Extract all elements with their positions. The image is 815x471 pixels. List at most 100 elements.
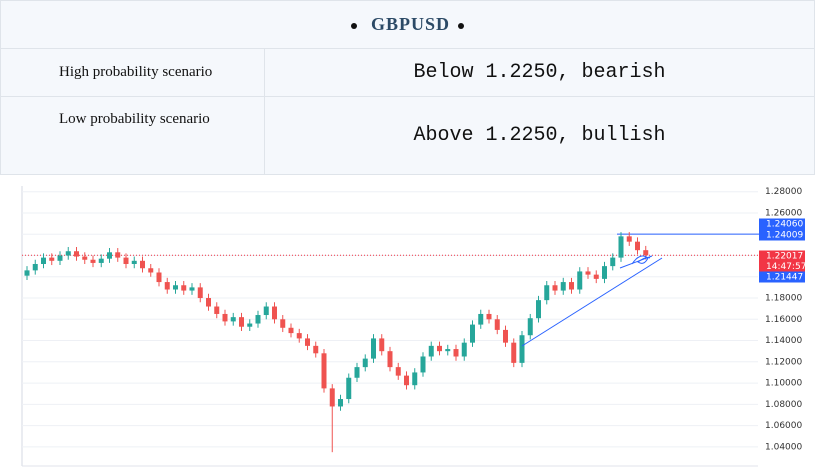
y-tick-label: 1.10000 (765, 379, 802, 389)
candle-body (272, 306, 277, 320)
y-tick-label: 1.18000 (765, 294, 802, 304)
y-tick-label: 1.08000 (765, 400, 802, 410)
title: GBPUSD (370, 14, 450, 34)
value-cell: Below 1.2250, bearish (264, 48, 815, 97)
candle-body (74, 251, 79, 257)
path-annotation (631, 255, 651, 265)
candle-body (494, 319, 500, 330)
candle-body (527, 318, 533, 336)
candle-body (156, 272, 162, 283)
candle-body (354, 367, 360, 378)
price-label-box (759, 271, 805, 283)
candle-body (115, 252, 121, 258)
y-tick-label: 1.04000 (765, 442, 802, 452)
candle-body (420, 356, 426, 373)
candle-body (57, 255, 63, 261)
candle-body (313, 345, 319, 354)
candle-body (206, 298, 211, 307)
price-label: 1.22017 (766, 252, 803, 262)
candle-body (387, 351, 393, 368)
candle-body (247, 323, 253, 327)
candle-body (395, 367, 401, 376)
candle-body (437, 345, 442, 352)
candle-body (626, 236, 632, 242)
candle-body (164, 282, 170, 290)
candle-body (173, 285, 178, 290)
candle-body (445, 349, 451, 352)
candle-body (263, 306, 269, 316)
y-tick-label: 1.16000 (765, 315, 802, 325)
candle-body (478, 313, 484, 325)
candle-body (428, 345, 434, 357)
price-label: 1.24060 (766, 220, 803, 230)
candle-body (503, 329, 508, 343)
candle-body (82, 256, 88, 260)
price-label-box (759, 218, 805, 230)
candle-body (329, 388, 335, 407)
candle-body (461, 342, 467, 357)
candle-body (305, 338, 310, 346)
candle-body (519, 335, 525, 363)
y-tick-label: 1.14000 (765, 336, 802, 346)
candle-body (536, 300, 541, 319)
candle-body (552, 285, 558, 291)
candle-body (296, 333, 302, 339)
candle-body (577, 271, 583, 290)
candle-body (618, 236, 624, 258)
candle-body (453, 349, 459, 357)
candle-body (371, 338, 376, 359)
candle-body (239, 317, 244, 327)
candle-body (280, 319, 286, 328)
candle-body (90, 259, 96, 263)
price-label-box (759, 250, 805, 272)
candle-body (148, 268, 154, 273)
candle-body (560, 282, 566, 291)
candle-body (230, 317, 236, 322)
candle-body (593, 274, 599, 279)
bullet (350, 22, 357, 29)
price-label-box (759, 229, 805, 241)
candle-body (362, 358, 368, 368)
title-cell: GBPUSD (0, 0, 815, 49)
candle-body (131, 260, 137, 264)
trend-line (521, 257, 663, 347)
candle-body (379, 338, 385, 352)
candle-body (346, 377, 352, 400)
candle-body (602, 266, 607, 279)
candle-body (610, 257, 616, 267)
candle-body (321, 353, 327, 389)
candle-body (49, 257, 55, 261)
candle-body (65, 251, 71, 256)
candle-body (255, 315, 261, 324)
bullet (458, 22, 464, 29)
chart-background (20, 180, 815, 471)
candle-body (585, 271, 591, 275)
candle-body (338, 399, 343, 407)
candle-body (470, 324, 475, 343)
candle-body (288, 327, 294, 334)
value-cell: Above 1.2250, bullish (264, 96, 815, 175)
y-tick-label: 1.06000 (765, 421, 802, 431)
candle-body (123, 257, 129, 264)
candle-body (486, 313, 492, 320)
candle-body (635, 241, 640, 251)
y-tick-label: 1.26000 (765, 208, 802, 218)
candle-body (569, 282, 574, 290)
scenario-table: GBPUSD High probability scenario Below 1.… (0, 0, 815, 175)
candle-body (181, 285, 187, 291)
price-label: 1.21447 (766, 273, 803, 283)
candle-body (404, 375, 409, 386)
y-tick-label: 1.12000 (765, 357, 802, 367)
candle-body (412, 372, 418, 386)
candle-body (197, 287, 203, 299)
candle-body (41, 257, 46, 264)
candle-body (544, 285, 550, 301)
label-cell: Low probability scenario (0, 96, 265, 175)
candle-body (189, 287, 195, 291)
price-label: 1.24009 (766, 231, 803, 241)
candle-body (32, 263, 38, 271)
candle-body (140, 260, 145, 269)
candle-body (643, 250, 649, 256)
